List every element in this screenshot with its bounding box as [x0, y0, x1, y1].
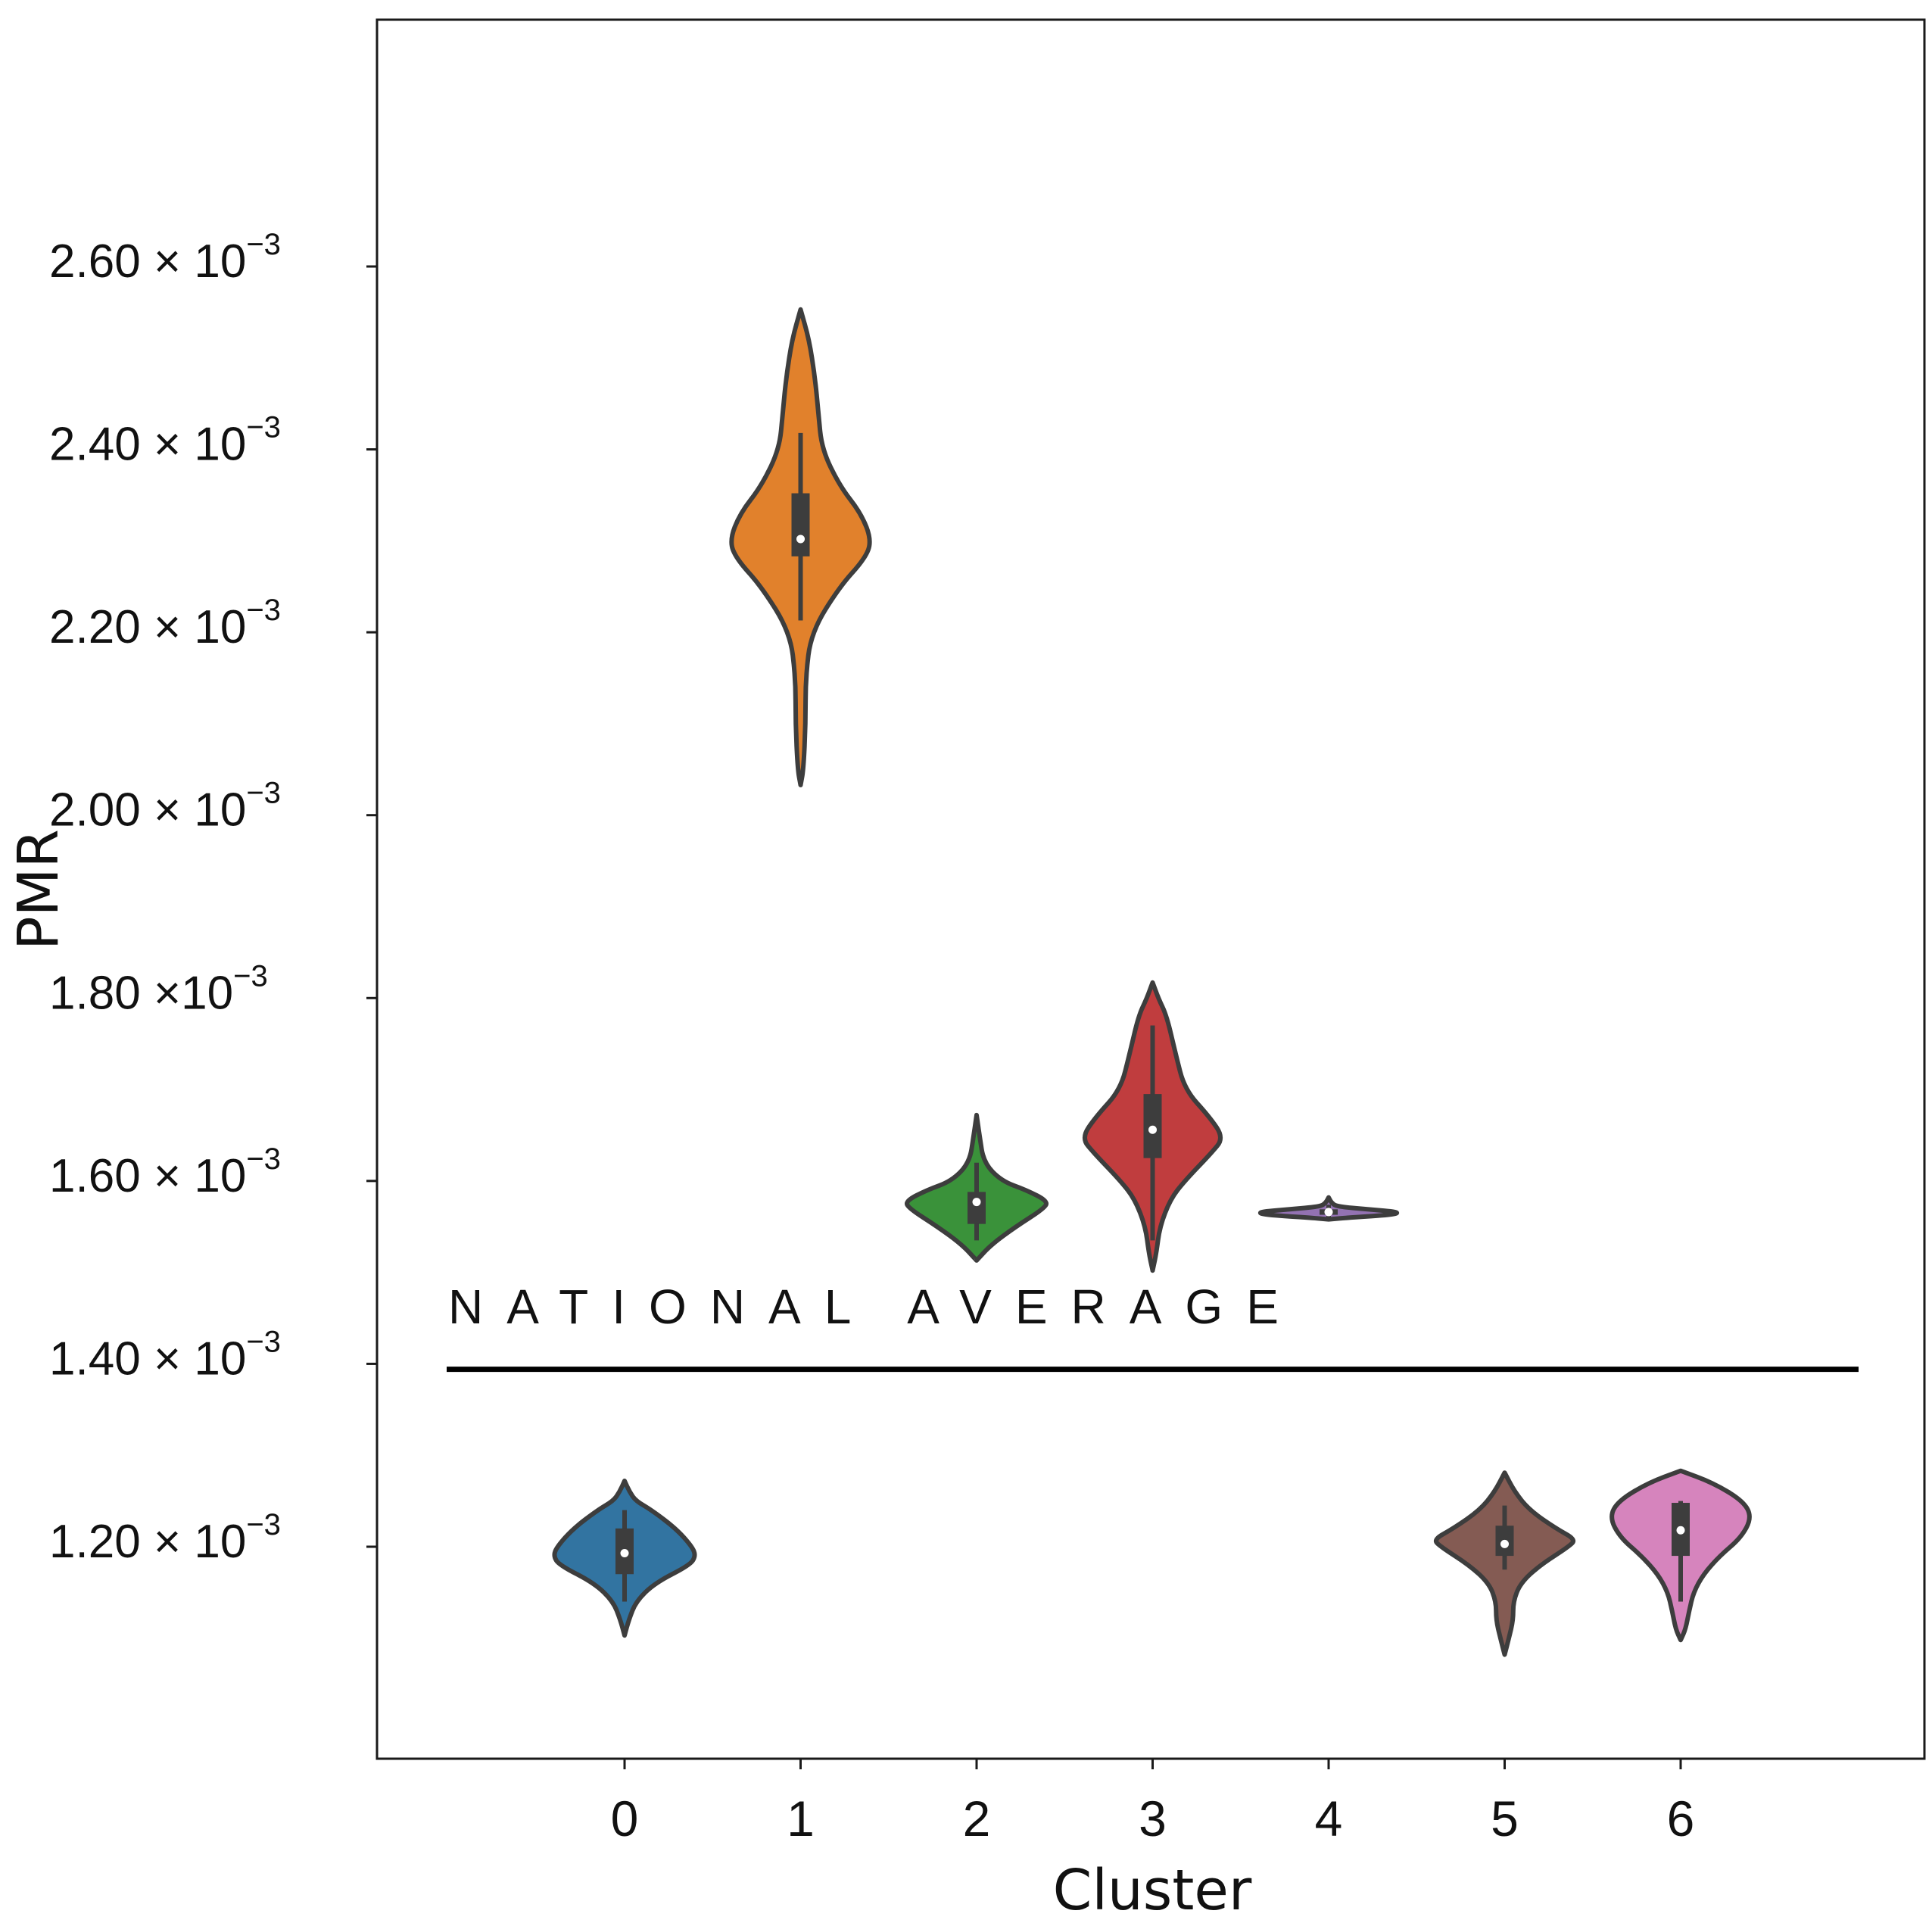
y-tick-label: 1.80 ×10−3	[49, 959, 268, 1019]
violin-median-dot-cluster-2	[972, 1198, 981, 1207]
x-tick-label: 1	[787, 1791, 815, 1847]
x-tick-label: 5	[1491, 1791, 1519, 1847]
x-axis-title: Cluster	[1053, 1858, 1252, 1923]
y-axis-title: PMR	[6, 829, 71, 950]
x-tick-label: 4	[1315, 1791, 1343, 1847]
y-tick-label: 2.00 × 10−3	[49, 777, 281, 837]
violin-median-dot-cluster-6	[1676, 1526, 1685, 1535]
y-tick-label: 2.20 × 10−3	[49, 594, 281, 653]
violin-median-dot-cluster-0	[620, 1548, 629, 1557]
national-average-label: NATIONAL AVERAGE	[448, 1279, 1302, 1334]
violin-median-dot-cluster-4	[1324, 1208, 1333, 1217]
violin-median-dot-cluster-5	[1500, 1539, 1509, 1548]
y-tick-label: 1.60 × 10−3	[49, 1142, 281, 1202]
violin-iqr-box-cluster-2	[968, 1192, 986, 1224]
x-tick-label: 0	[611, 1791, 639, 1847]
x-tick-label: 3	[1139, 1791, 1167, 1847]
y-tick-label: 2.60 × 10−3	[49, 228, 281, 288]
plot-frame	[375, 18, 1926, 1760]
y-tick-label: 1.40 × 10−3	[49, 1325, 281, 1385]
violin-median-dot-cluster-1	[796, 535, 805, 544]
violin-median-dot-cluster-3	[1148, 1125, 1157, 1134]
x-tick-label: 6	[1667, 1791, 1695, 1847]
violin-iqr-box-cluster-1	[791, 493, 810, 556]
y-tick-label: 2.40 × 10−3	[49, 411, 281, 471]
y-tick-label: 1.20 × 10−3	[49, 1508, 281, 1568]
x-tick-label: 2	[963, 1791, 991, 1847]
